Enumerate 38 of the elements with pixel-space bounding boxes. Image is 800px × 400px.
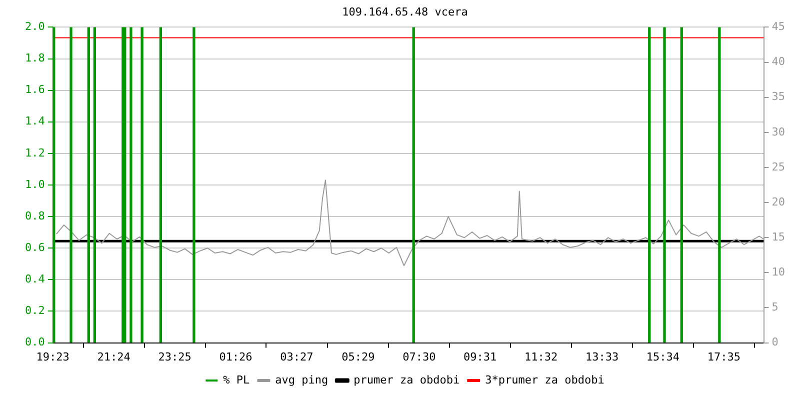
y2-tick-label: 20 (772, 195, 786, 208)
x-tick-label: 21:24 (97, 350, 131, 364)
y-tick-label: 1.8 (24, 52, 45, 65)
y2-tick-label: 35 (772, 90, 786, 104)
y2-tick-label: 25 (772, 160, 786, 174)
y-tick-label: 0.2 (24, 304, 45, 318)
chart-title: 109.164.65.48 vcera (342, 5, 468, 18)
y-tick-label: 1.4 (24, 114, 46, 128)
x-tick-label: 19:23 (36, 350, 70, 364)
y-tick-label: 1.0 (24, 178, 45, 191)
y-tick-label: 0.8 (24, 209, 45, 222)
x-tick-label: 03:27 (280, 350, 314, 364)
y-tick-label: 0.0 (24, 336, 45, 349)
y2-tick-label: 15 (772, 230, 786, 244)
y-tick-label: 1.2 (24, 146, 45, 160)
y2-tick-label: 5 (772, 300, 778, 314)
legend-label: avg ping (275, 373, 328, 386)
y-tick-label: 0.4 (24, 272, 46, 286)
y2-tick-label: 10 (772, 266, 786, 279)
legend-label: % PL (223, 373, 250, 386)
y2-tick-label: 45 (772, 20, 786, 34)
x-tick-label: 11:32 (524, 350, 558, 364)
legend-label: 3*prumer za obdobi (485, 373, 604, 386)
x-tick-label: 17:35 (707, 350, 741, 364)
x-tick-label: 23:25 (158, 350, 192, 364)
y2-tick-label: 30 (772, 125, 786, 138)
y2-tick-label: 40 (772, 55, 786, 68)
x-tick-label: 13:33 (585, 350, 619, 364)
y-tick-label: 2.0 (24, 20, 45, 34)
x-tick-label: 07:30 (402, 350, 436, 364)
x-tick-label: 01:26 (219, 350, 252, 364)
x-tick-label: 09:31 (464, 350, 497, 364)
legend-label: prumer za obdobi (354, 373, 460, 386)
y-tick-label: 0.6 (24, 240, 45, 254)
y-tick-label: 1.6 (24, 83, 45, 96)
y2-tick-label: 0 (772, 336, 778, 349)
x-tick-label: 05:29 (342, 350, 375, 364)
x-tick-label: 15:34 (646, 350, 680, 364)
